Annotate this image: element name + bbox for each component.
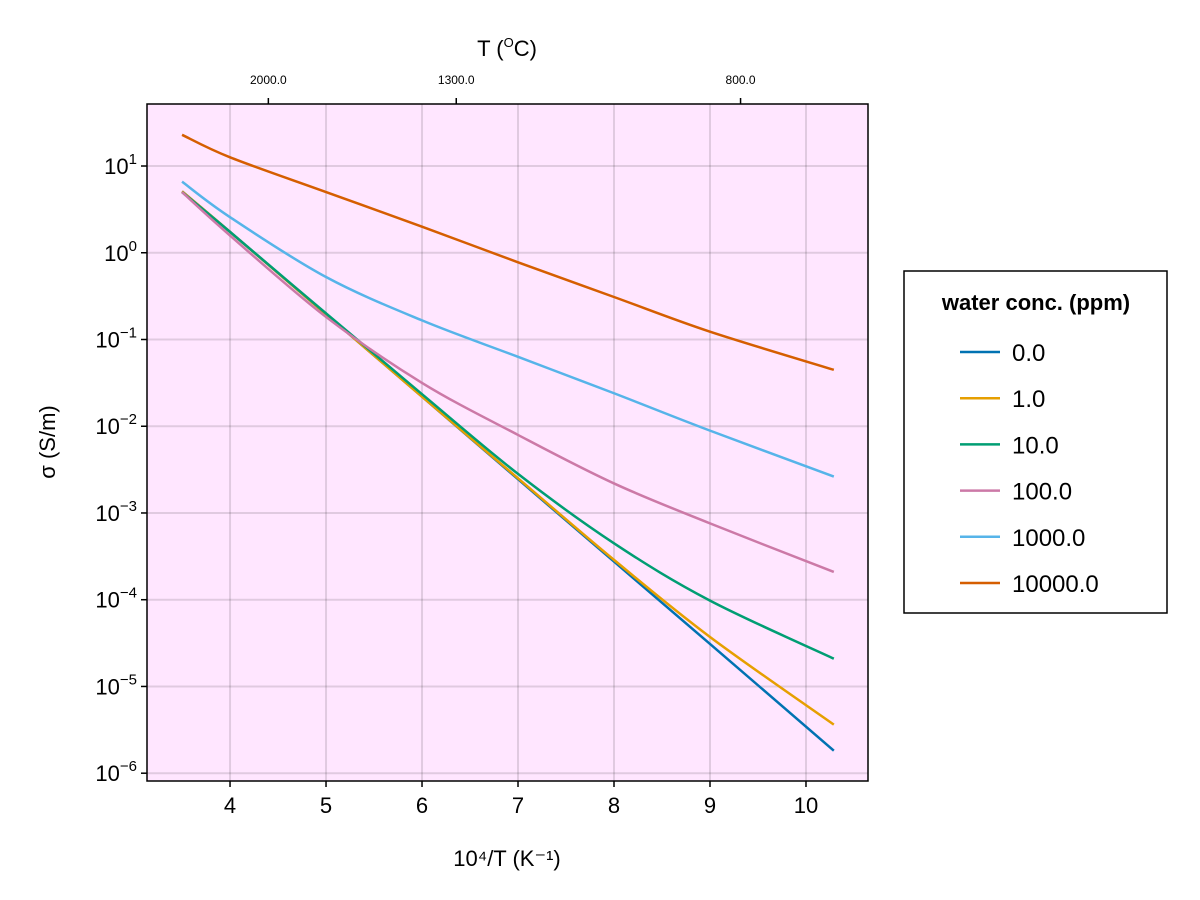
plot-area — [147, 104, 868, 781]
y-axis: 101 100 10−1 10−2 10−3 10−4 10−5 10−6 — [95, 151, 147, 786]
y-tick-label: 101 — [104, 151, 137, 179]
y-tick-label: 100 — [104, 238, 137, 266]
legend-box — [903, 270, 1168, 614]
top-axis: 2000.0 1300.0 800.0 — [250, 73, 756, 104]
legend: water conc. (ppm) 0.0 1.0 10.0 100.0 1000.0 1… — [903, 270, 1168, 614]
series-line-10.0 — [181, 191, 835, 660]
x-axis-label: 10⁴/T (K⁻¹) — [453, 846, 560, 871]
legend-label: 10000.0 — [1012, 571, 1099, 598]
top-tick-label: 2000.0 — [250, 73, 287, 87]
y-tick-label: 10−2 — [95, 411, 137, 439]
y-tick-label: 10−1 — [95, 324, 137, 352]
x-tick-label: 9 — [704, 793, 716, 818]
top-axis-label: T (OC) — [477, 35, 537, 61]
y-tick-label: 10−4 — [95, 585, 137, 613]
x-tick-label: 5 — [320, 793, 332, 818]
series-lines — [181, 133, 835, 752]
legend-title: water conc. (ppm) — [941, 290, 1130, 315]
series-line-10000.0 — [181, 133, 835, 372]
legend-label: 0.0 — [1012, 340, 1045, 367]
x-tick-label: 6 — [416, 793, 428, 818]
plot-frame — [146, 103, 869, 782]
legend-label: 10.0 — [1012, 432, 1059, 459]
y-tick-label: 10−3 — [95, 498, 137, 526]
x-tick-label: 8 — [608, 793, 620, 818]
top-tick-label: 1300.0 — [438, 73, 475, 87]
grid — [147, 104, 868, 781]
legend-label: 1.0 — [1012, 386, 1045, 413]
x-tick-label: 7 — [512, 793, 524, 818]
legend-label: 100.0 — [1012, 479, 1072, 506]
y-tick-label: 10−5 — [95, 671, 137, 699]
y-axis-label: σ (S/m) — [35, 405, 60, 478]
x-tick-label: 4 — [224, 793, 236, 818]
y-tick-label: 10−6 — [95, 758, 137, 786]
x-tick-label: 10 — [794, 793, 818, 818]
x-axis: 4 5 6 7 8 9 10 — [224, 781, 818, 818]
top-tick-label: 800.0 — [726, 73, 756, 87]
series-line-1000.0 — [181, 180, 835, 478]
legend-label: 1000.0 — [1012, 525, 1085, 552]
series-line-100.0 — [181, 191, 835, 574]
